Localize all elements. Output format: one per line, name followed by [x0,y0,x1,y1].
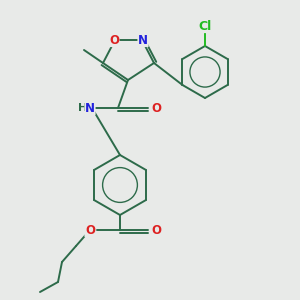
Text: O: O [151,224,161,236]
Text: O: O [85,224,95,236]
Text: O: O [151,101,161,115]
Text: Cl: Cl [198,20,212,32]
Text: O: O [109,34,119,46]
Text: N: N [138,34,148,46]
Text: N: N [85,101,95,115]
Text: H: H [78,103,88,113]
